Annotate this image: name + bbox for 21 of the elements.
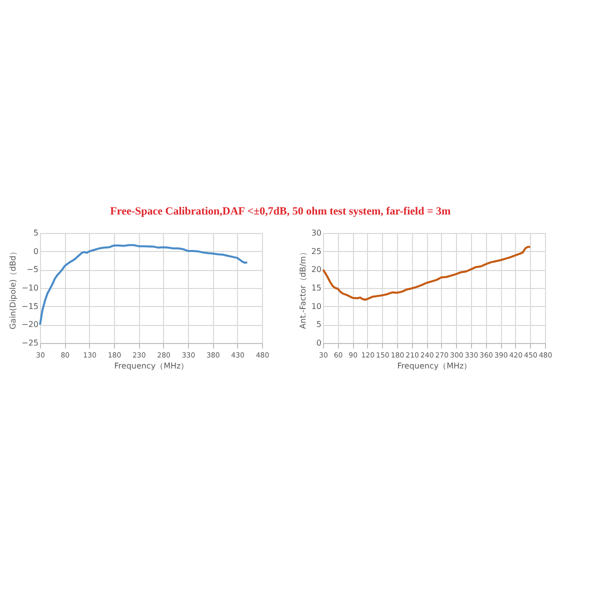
y-tick-label: 20 bbox=[311, 265, 322, 274]
y-tick-label: 25 bbox=[311, 246, 322, 256]
chart-title: Free-Space Calibration,DAF <±0,7dB, 50 ohm test system, far-field = 3m bbox=[110, 206, 451, 218]
y-tick-label: 15 bbox=[311, 284, 322, 292]
line-series bbox=[39, 244, 248, 326]
y-tick-label: −5 bbox=[26, 265, 38, 274]
x-axis-title: Frequency（MHz） bbox=[114, 362, 189, 370]
y-axis-title: Gain(Dipole)（dBd） bbox=[8, 248, 18, 330]
x-axis-title: Frequency（MHz） bbox=[397, 362, 472, 370]
line-series bbox=[322, 246, 532, 301]
y-tick-label: 5 bbox=[316, 320, 322, 330]
y-axis-title: Ant.-Factor（dB/m） bbox=[298, 248, 308, 329]
y-tick-label: 10 bbox=[311, 302, 322, 311]
y-tick-label: 30 bbox=[311, 228, 322, 238]
y-tick-label: −20 bbox=[22, 320, 38, 330]
y-tick-label: −15 bbox=[22, 302, 38, 311]
y-tick-label: 0 bbox=[316, 338, 322, 348]
y-tick-label: 0 bbox=[33, 246, 38, 256]
y-tick-label: 5 bbox=[33, 228, 38, 238]
y-tick-label: −25 bbox=[22, 338, 38, 348]
y-tick-label: −10 bbox=[22, 284, 38, 292]
